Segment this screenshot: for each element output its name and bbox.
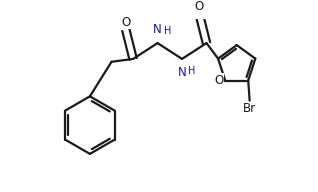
Text: O: O (215, 74, 224, 87)
Text: Br: Br (243, 102, 256, 115)
Text: O: O (121, 16, 130, 29)
Text: H: H (164, 26, 171, 36)
Text: N: N (178, 66, 186, 79)
Text: O: O (195, 0, 204, 13)
Text: N: N (153, 23, 162, 36)
Text: H: H (188, 66, 196, 76)
